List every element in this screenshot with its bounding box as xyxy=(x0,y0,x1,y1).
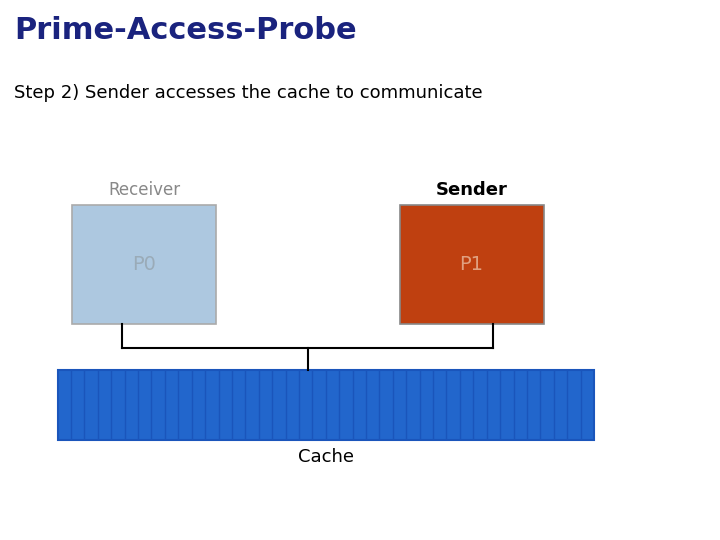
Text: P0: P0 xyxy=(132,255,156,274)
Text: Step 2) Sender accesses the cache to communicate: Step 2) Sender accesses the cache to com… xyxy=(14,84,483,102)
Bar xyxy=(58,370,594,440)
Text: Sender: Sender xyxy=(436,181,508,199)
Bar xyxy=(72,205,216,324)
Text: Prime-Access-Probe: Prime-Access-Probe xyxy=(14,16,357,45)
Text: Receiver: Receiver xyxy=(108,181,180,199)
Text: P1: P1 xyxy=(459,255,484,274)
Bar xyxy=(400,205,544,324)
Text: Cache: Cache xyxy=(298,448,354,466)
